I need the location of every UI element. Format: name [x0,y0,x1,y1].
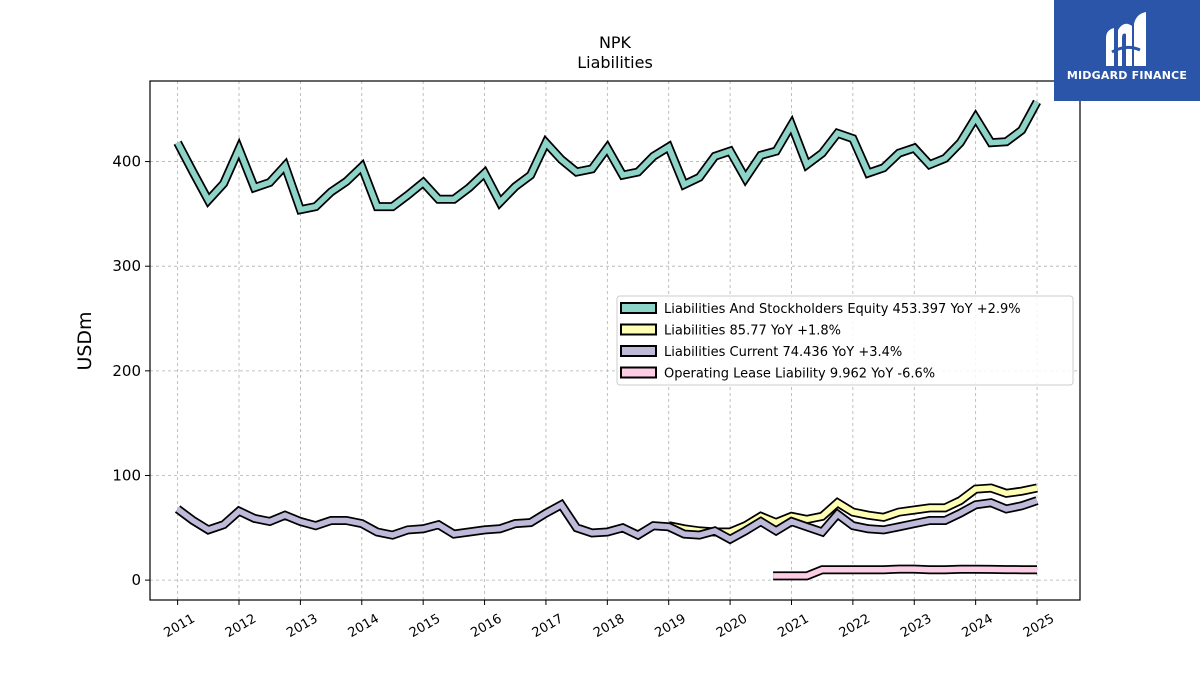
chart-title: NPK [599,33,632,52]
series-3 [773,564,1037,581]
grid [150,81,1080,600]
legend-swatch [620,366,657,379]
legend-item: Liabilities 85.77 YoY +1.8% [620,323,841,339]
y-axis-label: USDm [74,311,96,370]
legend: Liabilities And Stockholders Equity 453.… [616,295,1074,386]
series-line [773,566,1037,579]
plot-frame [149,80,1081,601]
series-layer [173,99,1041,581]
series-2 [174,496,1039,545]
y-tick-label: 100 [112,466,141,484]
brand-logo: MIDGARD FINANCE [1054,0,1200,101]
y-tick-label: 400 [112,153,141,171]
y-tick-label: 300 [112,257,141,275]
legend-label: Liabilities 85.77 YoY +1.8% [664,324,841,339]
legend-frame [616,295,1074,386]
series-line [668,485,1038,535]
y-axis: 0 100 200 300 400 [112,153,150,589]
chart-subtitle: Liabilities [577,53,653,72]
series-1 [667,483,1038,537]
y-tick-label: 200 [112,362,141,380]
series-line [175,100,1040,213]
legend-label: Operating Lease Liability 9.962 YoY -6.6… [664,367,935,382]
brand-name: MIDGARD FINANCE [1066,69,1188,82]
series-line [175,497,1038,543]
legend-item: Operating Lease Liability 9.962 YoY -6.6… [620,366,935,382]
legend-swatch [620,302,657,314]
legend-swatch [620,323,657,336]
legend-swatch [620,345,657,357]
legend-item: Liabilities Current 74.436 YoY +3.4% [620,345,902,360]
legend-label: Liabilities And Stockholders Equity 453.… [664,302,1021,317]
legend-item: Liabilities And Stockholders Equity 453.… [620,302,1021,317]
legend-label: Liabilities Current 74.436 YoY +3.4% [664,345,902,360]
y-tick-label: 0 [131,571,141,589]
series-0 [173,99,1041,215]
midgard-logo-icon [1106,12,1146,66]
